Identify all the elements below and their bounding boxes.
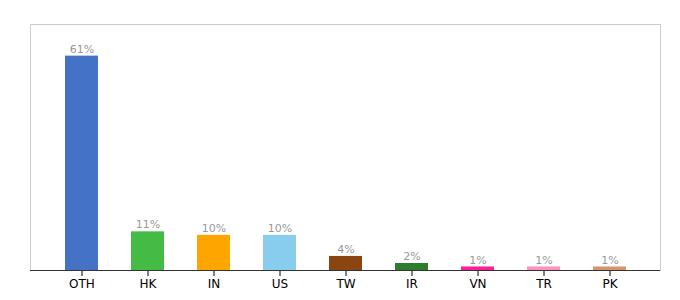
svg-text:4%: 4% — [337, 243, 354, 256]
svg-text:HK: HK — [140, 277, 158, 291]
svg-text:1%: 1% — [601, 254, 618, 267]
svg-text:OTH: OTH — [69, 277, 95, 291]
svg-text:1%: 1% — [469, 254, 486, 267]
svg-text:2%: 2% — [403, 250, 420, 263]
svg-text:IR: IR — [406, 277, 418, 291]
svg-text:10%: 10% — [202, 222, 226, 235]
svg-text:TW: TW — [335, 277, 355, 291]
svg-text:VN: VN — [469, 277, 486, 291]
svg-text:PK: PK — [602, 277, 618, 291]
svg-text:11%: 11% — [136, 218, 160, 231]
svg-text:IN: IN — [208, 277, 221, 291]
svg-text:TR: TR — [535, 277, 552, 291]
svg-text:10%: 10% — [268, 222, 292, 235]
svg-text:61%: 61% — [70, 43, 94, 56]
svg-text:1%: 1% — [535, 254, 552, 267]
svg-text:US: US — [272, 277, 288, 291]
